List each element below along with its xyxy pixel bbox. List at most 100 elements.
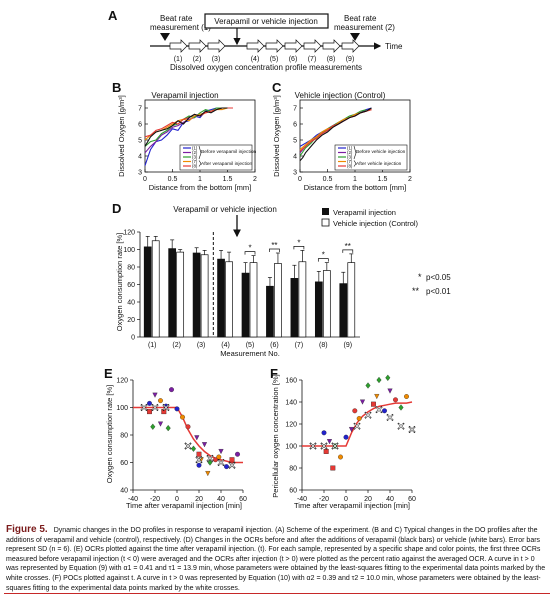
y-tick-label: 5 [293,138,297,145]
data-point [359,399,366,405]
bar [298,261,307,338]
bottom-rule [4,593,550,594]
panel-e: E -40 -20 0 20 40 60 40 60 80 100 120 Time after v… [104,366,247,510]
panel-e-points [147,387,240,477]
panel-label-b: B [112,80,121,95]
y-tick-label: 6 [138,122,142,129]
sig-star: ** [345,242,351,251]
data-point [398,404,404,411]
beat-rate-left-sub: measurement (1) [150,23,211,32]
step-label: (9) [346,56,355,63]
bar [151,240,160,338]
fit-cross [310,443,316,449]
panel-c-lines [299,107,372,162]
brace-icon [353,160,357,167]
bar [200,254,209,338]
legend-item-label: (1) [192,146,198,151]
fit-cross [354,423,360,429]
panel-b-ylabel: Dissolved Oxygen [g/m³] [117,95,126,177]
x-tick-label: (5) [246,342,255,349]
data-point [201,442,208,448]
data-point [207,459,213,466]
data-point [323,449,329,454]
panel-label-e: E [104,366,113,381]
data-point [174,406,180,412]
bar [322,270,331,338]
panel-f-ylabel: Pericellular oxygen concentration [%] [271,374,280,497]
y-tick-label: 7 [138,106,142,113]
step-label: (7) [308,56,317,63]
bar [249,262,258,338]
x-tick-label: 0.5 [323,176,333,183]
sig-bracket [269,248,280,252]
fit-cross [376,407,382,413]
panel-label-f: F [270,366,278,381]
bar [339,283,348,338]
y-tick-label: 7 [293,106,297,113]
timeline-footer: Dissolved oxygen concentration profile m… [170,63,362,72]
step-label: (5) [270,56,279,63]
bar [192,252,201,338]
data-point [235,451,240,457]
panel-d-title: Verapamil or vehicle injection [173,205,277,214]
panel-label-d: D [112,201,121,216]
x-tick-label: 40 [217,496,225,503]
brace-icon [198,160,202,167]
y-tick-label: 100 [123,247,135,254]
y-tick-label: 4 [138,154,142,161]
data-point [393,397,398,403]
x-tick-label: 60 [239,496,247,503]
series-line [144,107,228,147]
panel-d-xlabel: Measurement No. [220,349,280,358]
step-arrow-icon [341,39,360,53]
figure-canvas: A Beat rate measurement (1) Verapamil or… [104,8,451,510]
y-tick-label: 120 [123,230,135,237]
sig-bracket [244,251,256,255]
legend-item-label: (3) [192,155,198,160]
panel-c-legend: Before vehicle injection After vehicle i… [334,144,408,171]
data-point [150,423,156,430]
step-label: (6) [289,56,298,63]
data-point [374,394,380,400]
bar [347,262,356,338]
data-point [338,454,343,460]
x-tick-label: 1.5 [223,176,233,183]
panel-f: F -40 -20 0 20 40 60 60 80 100 120 140 160 Time aft… [270,366,416,510]
data-point [205,471,211,477]
panel-d-significance: * ** **** [244,238,354,262]
panel-d-bars: (1) (2) (3) (4) (5) (6) (7) (8) (9) [143,232,356,349]
y-tick-label: 3 [293,170,297,177]
panel-c-legend-before: Before vehicle injection [356,149,406,155]
sig-bracket [317,258,329,262]
data-point [152,392,158,398]
y-tick-label: 40 [127,300,135,307]
legend-item-label: (8) [192,164,198,169]
panel-f-points [321,374,409,471]
y-tick-label: 40 [120,488,128,495]
x-tick-label: (3) [197,342,206,349]
step-arrow-icon [322,39,341,53]
x-tick-label: 2 [253,176,257,183]
series-line [144,107,233,141]
panel-e-xlabel: Time after verapamil injection [min] [126,501,242,510]
legend-white-swatch [321,218,330,227]
sig-star: * [322,251,325,260]
beat-rate-left-marker-icon [160,33,170,41]
panel-f-xlabel: Time after verapamil injection [min] [294,501,410,510]
fit-cross [218,459,224,466]
panel-label-a: A [108,8,118,23]
x-tick-label: -20 [319,496,329,503]
fit-cross [163,404,169,411]
legend-item-label: (2) [347,150,353,155]
panel-f-crosses [309,406,416,450]
bar [241,272,250,338]
legend-black-swatch [322,208,329,215]
x-tick-label: -40 [297,496,307,503]
x-tick-label: -40 [128,496,138,503]
fit-cross [185,443,191,449]
fit-cross [207,455,213,462]
sig-bracket [293,246,305,250]
data-point [371,401,376,407]
y-tick-label: 20 [127,317,135,324]
fit-cross [387,414,393,421]
